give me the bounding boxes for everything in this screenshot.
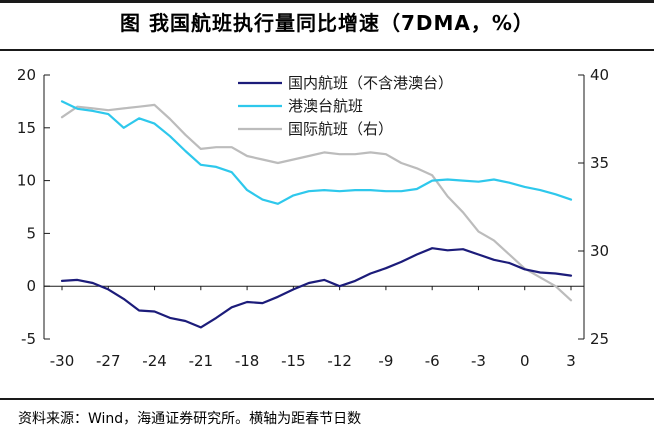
- right-axis-tick-label: 40: [590, 66, 609, 84]
- x-axis-tick-label: -24: [142, 352, 167, 370]
- source-note: 资料来源：Wind，海通证券研究所。横轴为距春节日数: [18, 411, 362, 427]
- x-axis-tick-label: -30: [50, 352, 75, 370]
- left-axis-tick-label: 5: [26, 224, 36, 242]
- right-axis-tick-label: 35: [590, 154, 609, 172]
- chart-title: 图 我国航班执行量同比增速（7DMA，%）: [120, 11, 534, 35]
- x-axis-tick-label: -15: [281, 352, 306, 370]
- right-axis-tick-label: 30: [590, 242, 609, 260]
- left-axis-tick-label: -5: [21, 330, 36, 348]
- legend-label-2: 国际航班（右）: [288, 120, 393, 138]
- x-axis-tick-label: -27: [96, 352, 121, 370]
- x-axis-tick-label: -21: [189, 352, 214, 370]
- series-line-0: [60, 247, 573, 329]
- x-axis-tick-label: -18: [235, 352, 260, 370]
- left-axis-tick-label: 10: [17, 172, 36, 190]
- bottom-rule: [0, 398, 654, 400]
- left-axis-tick-label: 20: [17, 66, 36, 84]
- title-rule: [0, 49, 654, 51]
- left-axis-tick-label: 0: [26, 277, 36, 295]
- x-axis-tick-label: -3: [471, 352, 486, 370]
- right-axis-tick-label: 25: [590, 330, 609, 348]
- x-axis-tick-label: 0: [520, 352, 530, 370]
- x-axis-tick-label: -12: [327, 352, 352, 370]
- series-line-2: [60, 103, 573, 302]
- left-axis-tick-label: 15: [17, 119, 36, 137]
- series-line-1: [60, 100, 573, 205]
- top-rule: [0, 0, 654, 3]
- x-axis-tick-label: -9: [378, 352, 393, 370]
- x-axis-tick-label: 3: [566, 352, 576, 370]
- legend-label-1: 港澳台航班: [288, 97, 363, 115]
- x-axis-tick-label: -6: [425, 352, 440, 370]
- legend-label-0: 国内航班（不含港澳台）: [288, 74, 453, 92]
